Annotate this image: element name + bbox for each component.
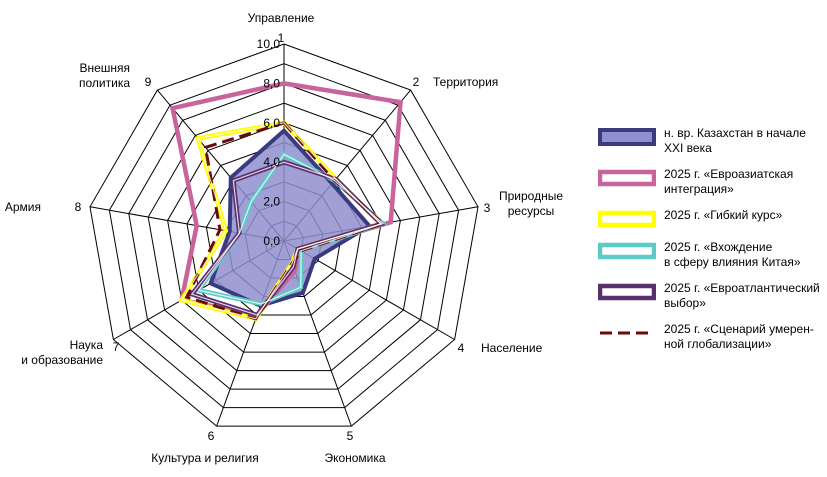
- legend-label: 2025 г. «Евроазиатская интеграция»: [664, 167, 794, 196]
- axis-number-3: 3: [484, 201, 491, 215]
- axis-label-7: Наука и образование: [21, 338, 103, 367]
- radial-tick-label: 4,0: [263, 155, 280, 169]
- legend-item: 2025 г. «Евроазиатская интеграция»: [598, 167, 824, 197]
- legend-label: 2025 г. «Гибкий курс»: [664, 208, 783, 222]
- legend-swatch: [598, 210, 656, 228]
- axis-number-9: 9: [145, 75, 152, 89]
- legend-label: 2025 г. «Евроатлантический выбор»: [664, 281, 820, 310]
- grid-ring: [186, 141, 382, 335]
- axis-label-4: Население: [481, 341, 543, 355]
- axis-number-2: 2: [413, 75, 420, 89]
- axis-label-8: Армия: [5, 200, 41, 214]
- legend-swatch: [598, 169, 656, 187]
- legend-item: 2025 г. «Вхождение в сферу влияния Китая…: [598, 240, 824, 270]
- axis-label-2: Территория: [433, 75, 498, 89]
- axis-number-5: 5: [347, 429, 354, 443]
- legend-swatch: [598, 283, 656, 301]
- axis-number-8: 8: [75, 200, 82, 214]
- series-group: [169, 81, 403, 322]
- axis-label-5: Экономика: [324, 451, 385, 465]
- legend-swatch: [600, 331, 654, 335]
- radial-tick-label: 6,0: [263, 116, 280, 130]
- axis-label-6: Культура и религия: [151, 451, 259, 465]
- legend-item: 2025 г. «Гибкий курс»: [598, 208, 824, 229]
- legend-label: 2025 г. «Сценарий умерен- ной глобализац…: [664, 322, 814, 351]
- legend-label: н. вр. Казахстан в начале XXI века: [664, 126, 806, 155]
- axis-number-4: 4: [458, 341, 465, 355]
- legend-swatch: [598, 128, 656, 146]
- legend-item: 2025 г. «Сценарий умерен- ной глобализац…: [598, 322, 824, 352]
- radial-tick-label: 8,0: [263, 76, 280, 90]
- axis-number-7: 7: [113, 340, 120, 354]
- radial-tick-label: 0,0: [263, 234, 280, 248]
- chart-legend: н. вр. Казахстан в начале XXI века 2025 г…: [598, 126, 824, 363]
- grid-ring: [89, 43, 479, 427]
- grid-ring: [128, 82, 440, 390]
- radial-tick-label: 2,0: [263, 195, 280, 209]
- axis-number-1: 1: [278, 31, 285, 45]
- axis-label-3: Природные ресурсы: [499, 189, 563, 218]
- legend-swatch: [598, 242, 656, 260]
- legend-item: н. вр. Казахстан в начале XXI века: [598, 126, 824, 156]
- axis-number-6: 6: [208, 429, 215, 443]
- legend-item: 2025 г. «Евроатлантический выбор»: [598, 281, 824, 311]
- radial-tick-label: 10,0: [257, 37, 281, 51]
- grid-ring: [108, 63, 460, 409]
- axis-label-9: Внешняя политика: [79, 61, 130, 90]
- axis-label-1: Управление: [248, 11, 315, 25]
- series-4-inner: [190, 161, 383, 316]
- legend-label: 2025 г. «Вхождение в сферу влияния Китая…: [664, 240, 801, 269]
